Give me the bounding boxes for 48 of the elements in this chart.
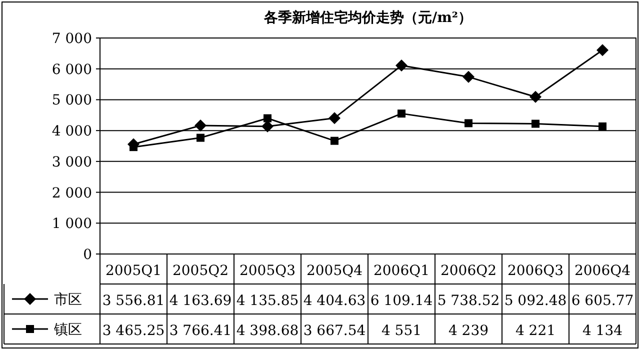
y-tick-label: 5 000 <box>52 92 92 109</box>
data-label: 3 465.25 <box>102 323 165 339</box>
data-label: 4 398.68 <box>236 323 299 339</box>
y-tick-label: 6 000 <box>52 62 92 78</box>
x-tick-label: 2006Q4 <box>574 263 631 279</box>
data-label: 4 239 <box>448 323 489 339</box>
y-tick-label: 3 000 <box>52 154 92 170</box>
data-label: 4 404.63 <box>303 293 366 309</box>
data-label: 4 551 <box>381 323 422 339</box>
y-tick-label: 7 000 <box>52 31 92 47</box>
data-label: 4 163.69 <box>169 293 232 309</box>
x-tick-label: 2005Q1 <box>105 263 162 279</box>
point <box>194 120 206 132</box>
title: 各季新增住宅均价走势（元/m²） <box>264 10 472 26</box>
y-tick-label: 1 000 <box>52 216 92 232</box>
data-label: 6 109.14 <box>370 293 433 309</box>
data-label: 4 221 <box>515 323 556 339</box>
x-tick-label: 2005Q4 <box>306 263 363 279</box>
point <box>598 122 606 130</box>
data-label: 5 738.52 <box>437 293 500 309</box>
x-tick-label: 2005Q3 <box>239 263 296 279</box>
x-tick-label: 2006Q3 <box>507 263 564 279</box>
point <box>396 59 408 72</box>
data-label: 4 135.85 <box>236 293 299 309</box>
point <box>196 134 204 142</box>
data-label: 6 605.77 <box>571 293 634 309</box>
data-label: 3 667.54 <box>303 323 366 339</box>
data-label: 4 134 <box>582 323 623 339</box>
point <box>462 70 474 83</box>
x-tick-label: 2006Q2 <box>440 263 497 279</box>
y-tick-label: 0 <box>83 247 92 263</box>
y-tick-label: 2 000 <box>52 185 92 202</box>
point <box>328 112 340 124</box>
legend-label: 镇区 <box>53 322 82 338</box>
point <box>398 110 406 118</box>
data-label: 5 092.48 <box>504 293 567 309</box>
point <box>330 136 338 145</box>
legend-label: 市区 <box>54 292 82 308</box>
data-label: 3 556.81 <box>102 293 165 309</box>
y-tick-label: 4 000 <box>52 124 92 140</box>
point <box>530 90 542 103</box>
x-tick-label: 2006Q1 <box>373 263 430 279</box>
x-tick-label: 2005Q2 <box>172 263 229 279</box>
point <box>464 119 472 128</box>
data-label: 3 766.41 <box>169 323 232 339</box>
point <box>532 120 540 128</box>
point <box>264 114 272 122</box>
point <box>596 44 608 56</box>
